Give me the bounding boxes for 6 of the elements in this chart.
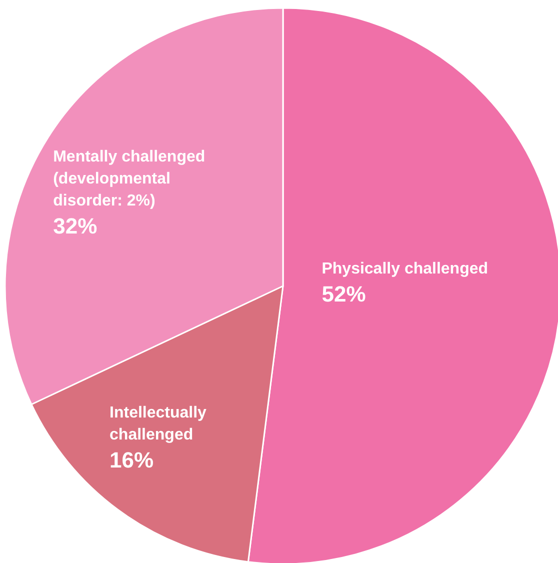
data-label: 16% <box>110 447 154 472</box>
slice-label: Physically challenged <box>322 260 488 278</box>
data-label: 52% <box>322 281 366 306</box>
data-label: 32% <box>53 213 98 238</box>
slice-label: Intellectually challenged <box>110 404 207 444</box>
slice-label: Mentally challenged (developmental disorder: 2%) <box>53 148 206 210</box>
